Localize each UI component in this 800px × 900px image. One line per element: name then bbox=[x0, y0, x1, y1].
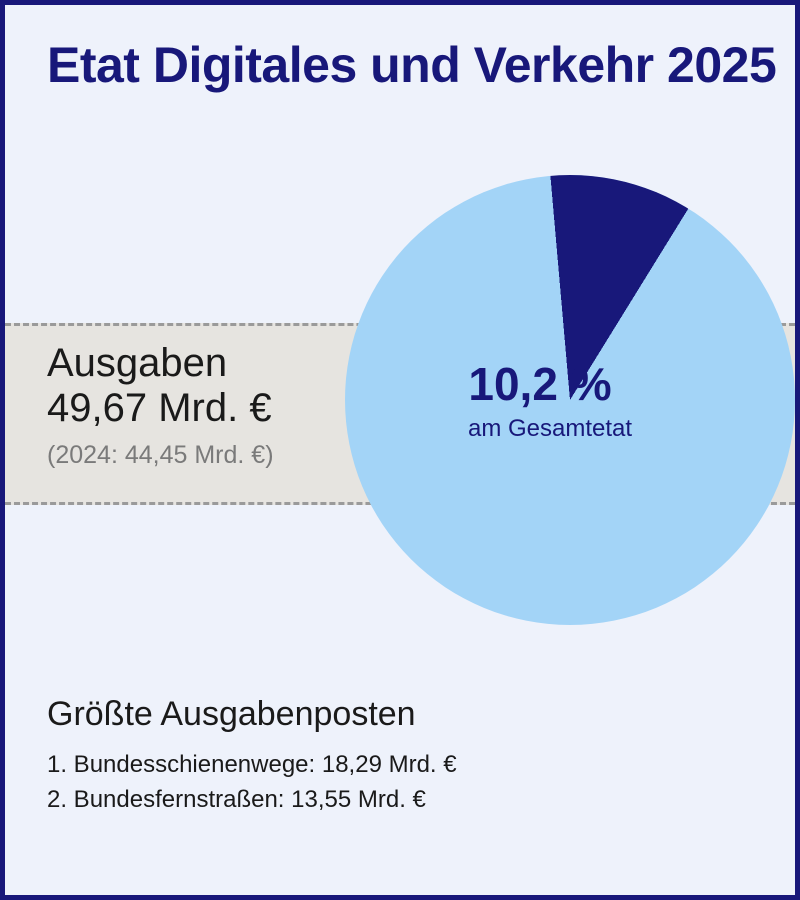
largest-posts: Größte Ausgabenposten 1. Bundesschienenw… bbox=[47, 695, 753, 818]
ausgaben-block: Ausgaben 49,67 Mrd. € (2024: 44,45 Mrd. … bbox=[47, 341, 274, 470]
pie-circle bbox=[345, 175, 795, 625]
ausgaben-prev: (2024: 44,45 Mrd. €) bbox=[47, 441, 274, 470]
list-item: 2. Bundesfernstraßen: 13,55 Mrd. € bbox=[47, 783, 753, 818]
infographic-frame: Etat Digitales und Verkehr 2025 Ausgaben… bbox=[0, 0, 800, 900]
ausgaben-value: 49,67 Mrd. € bbox=[47, 385, 274, 431]
page-title: Etat Digitales und Verkehr 2025 bbox=[47, 37, 776, 95]
ausgaben-label: Ausgaben bbox=[47, 341, 274, 385]
posts-title: Größte Ausgabenposten bbox=[47, 695, 753, 734]
pie-chart: 10,2 % am Gesamtetat bbox=[345, 175, 795, 625]
list-item: 1. Bundesschienenwege: 18,29 Mrd. € bbox=[47, 748, 753, 783]
